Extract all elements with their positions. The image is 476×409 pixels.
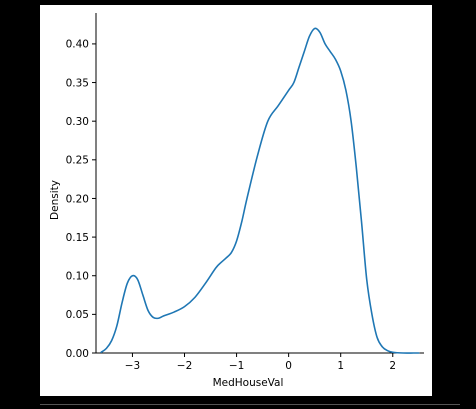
y-tick-group: 0.00 0.05 0.10 0.15 0.20 0.25 0.30 0.35 0.40 [66,39,96,360]
x-axis-label: MedHouseVal [213,377,284,389]
window-bottom-divider [40,404,460,405]
x-tick-label: −1 [229,360,244,372]
x-tick-label: 1 [337,360,344,372]
y-tick-label: 0.40 [66,39,89,51]
x-tick-group: −3 −2 −1 0 1 2 [125,353,396,372]
axes [95,13,424,354]
y-tick-label: 0.20 [66,193,89,205]
x-tick-label: −3 [125,360,140,372]
y-axis-label: Density [49,180,61,220]
x-tick-label: −2 [177,360,192,372]
x-tick-label: 2 [389,360,396,372]
y-tick-label: 0.00 [66,348,89,360]
y-tick-label: 0.25 [66,155,89,167]
kde-chart: −3 −2 −1 0 1 2 0.000.050.100.150.200.250.300.… [49,13,424,389]
y-tick-label: 0.05 [66,309,89,321]
x-tick-label: 0 [285,360,292,372]
y-tick-label: 0.10 [66,271,89,283]
chart-figure: −3 −2 −1 0 1 2 0.00 0.05 0.10 0.15 0.20 0.25 0.30 0.… [40,5,432,396]
kde-density-line [100,27,420,354]
y-tick-label: 0.30 [66,116,89,128]
y-tick-label: 0.15 [66,232,89,244]
y-tick-label: 0.35 [66,77,89,89]
